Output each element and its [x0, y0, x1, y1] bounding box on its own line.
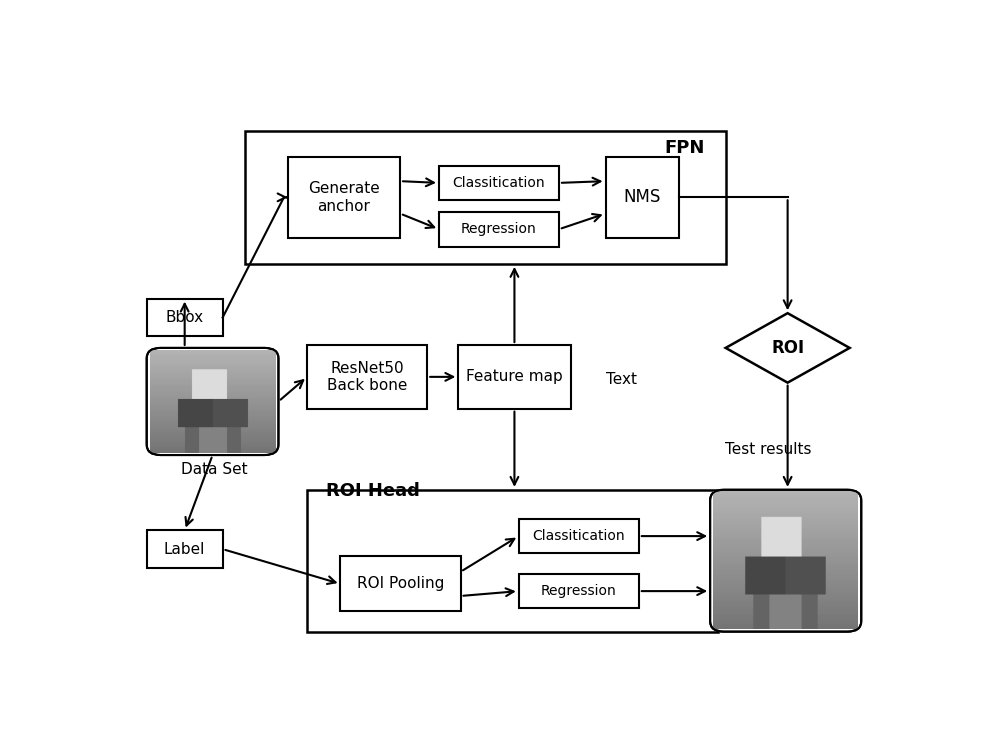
FancyBboxPatch shape: [519, 519, 639, 553]
FancyBboxPatch shape: [288, 157, 400, 238]
FancyBboxPatch shape: [307, 490, 718, 632]
Text: FPN: FPN: [664, 139, 705, 157]
Text: ResNet50
Back bone: ResNet50 Back bone: [327, 361, 407, 393]
Text: ROI Pooling: ROI Pooling: [357, 576, 444, 591]
FancyBboxPatch shape: [606, 157, 679, 238]
FancyBboxPatch shape: [147, 299, 223, 336]
FancyBboxPatch shape: [147, 530, 223, 568]
FancyBboxPatch shape: [340, 556, 461, 611]
Text: Data Set: Data Set: [181, 462, 247, 477]
FancyBboxPatch shape: [458, 345, 571, 409]
Text: Label: Label: [164, 541, 205, 556]
FancyBboxPatch shape: [439, 212, 559, 247]
FancyBboxPatch shape: [147, 348, 278, 455]
Text: ROI: ROI: [771, 339, 804, 357]
Text: Classitication: Classitication: [532, 529, 625, 543]
Text: NMS: NMS: [624, 188, 661, 206]
Text: Regression: Regression: [541, 584, 617, 598]
Text: Regression: Regression: [461, 222, 537, 236]
Text: Text: Text: [606, 372, 637, 387]
Polygon shape: [726, 313, 850, 383]
FancyBboxPatch shape: [519, 574, 639, 608]
Text: Generate
anchor: Generate anchor: [308, 181, 380, 214]
Text: Classitication: Classitication: [453, 176, 545, 190]
Text: Test results: Test results: [725, 441, 812, 456]
FancyBboxPatch shape: [439, 165, 559, 200]
FancyBboxPatch shape: [245, 131, 726, 264]
FancyBboxPatch shape: [710, 490, 861, 632]
FancyBboxPatch shape: [307, 345, 427, 409]
Text: ROI Head: ROI Head: [326, 482, 420, 500]
Text: Bbox: Bbox: [166, 310, 204, 325]
Text: Feature map: Feature map: [466, 369, 563, 384]
